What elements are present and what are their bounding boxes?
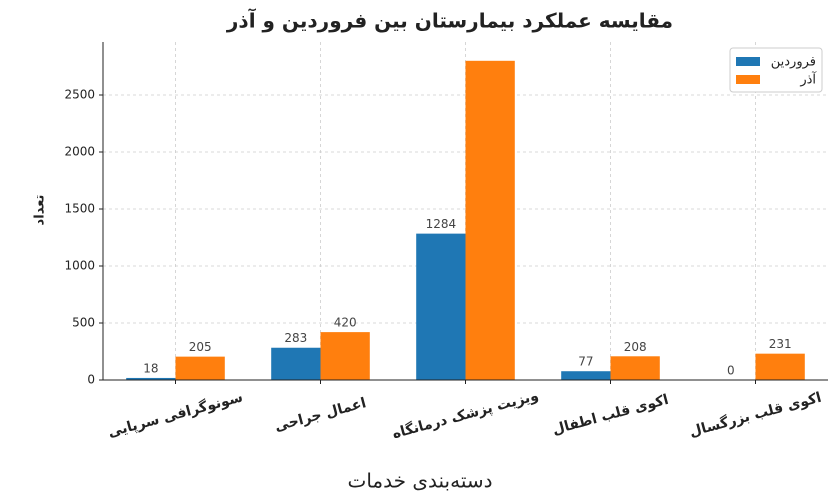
data-label: 208 <box>624 340 647 354</box>
bar <box>320 332 370 380</box>
bar <box>175 356 225 380</box>
data-label: 18 <box>143 361 158 375</box>
data-label: 205 <box>189 340 212 354</box>
bar <box>126 377 176 380</box>
data-label: 77 <box>578 355 593 369</box>
bar <box>755 353 805 380</box>
y-tick-label: 0 <box>87 373 95 387</box>
y-tick-label: 1000 <box>64 259 95 273</box>
y-axis-label: تعداد <box>33 195 48 226</box>
x-axis-label: دسته‌بندی خدمات <box>347 469 492 493</box>
bar <box>561 371 611 380</box>
bar <box>610 356 660 380</box>
bar <box>271 347 321 380</box>
data-label: 420 <box>334 316 357 330</box>
legend-swatch <box>736 75 760 84</box>
data-label: 283 <box>284 331 307 345</box>
chart-title: مقایسه عملکرد بیمارستان بین فروردین و آذ… <box>226 8 673 33</box>
y-tick-label: 1500 <box>64 202 95 216</box>
data-label: 231 <box>769 337 792 351</box>
x-tick-label: ویزیت پزشک درمانگاه <box>390 387 540 442</box>
y-tick-label: 2000 <box>64 145 95 159</box>
bar <box>465 60 515 380</box>
x-tick-label: اکوی قلب بزرگسال <box>688 389 824 441</box>
legend-swatch <box>736 57 760 66</box>
x-tick-label: سونوگرافی سرپایی <box>106 388 245 440</box>
x-tick-label: اکوی قلب اطفال <box>551 392 671 438</box>
legend-label: فروردین <box>771 55 816 70</box>
data-label: 1284 <box>426 217 457 231</box>
y-tick-label: 500 <box>72 316 95 330</box>
y-tick-label: 2500 <box>64 88 95 102</box>
data-label: 0 <box>727 364 735 378</box>
legend-label: آذر <box>799 71 817 88</box>
x-tick-label: اعمال جراحی <box>273 395 368 435</box>
bar <box>416 233 466 380</box>
